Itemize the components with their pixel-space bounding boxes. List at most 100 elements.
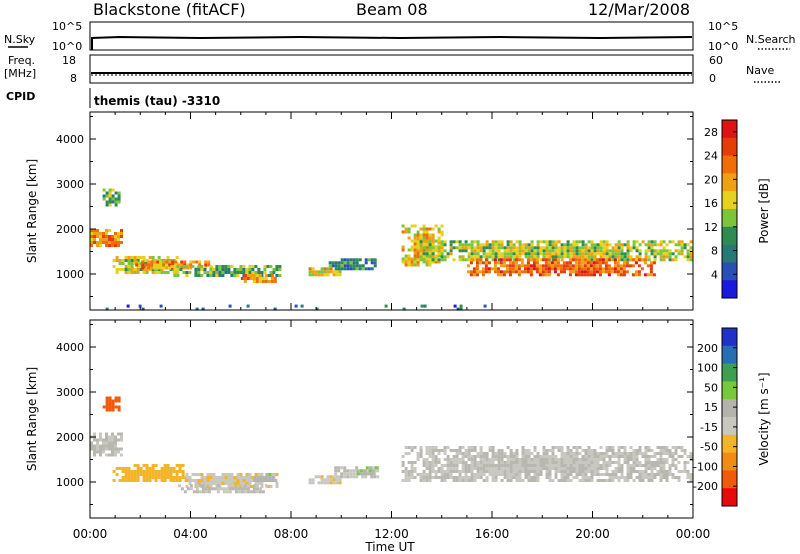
power-x-ticks	[89, 112, 694, 310]
colorbar-swatch	[722, 381, 737, 400]
noise-strip-frame	[89, 21, 694, 51]
x-tick-label: 08:00	[274, 527, 309, 541]
velocity-scatter-region	[102, 396, 121, 412]
colorbar-tick-label: -200	[693, 480, 718, 493]
colorbar-swatch	[722, 345, 737, 365]
colorbar-tick-label: -50	[700, 441, 718, 454]
colorbar-swatch	[722, 209, 737, 228]
colorbar-swatch	[722, 399, 737, 418]
cpid-value: themis (tau) -3310	[94, 94, 220, 108]
power-scatter-region	[466, 258, 656, 277]
velocity-scatter-region	[356, 466, 378, 476]
colorbar-swatch	[722, 363, 737, 382]
velocity-panel-frame	[89, 319, 694, 519]
cpid-label: CPID	[6, 90, 35, 103]
noise-tick-left-bottom: 10^0	[52, 40, 82, 53]
y-tick-label: 1000	[56, 476, 84, 489]
colorbar-tick-label: 8	[711, 245, 718, 258]
y-tick-label: 3000	[56, 178, 84, 191]
colorbar-swatch	[722, 328, 737, 347]
x-tick-label: 20:00	[575, 527, 610, 541]
power-data-layer	[90, 188, 693, 311]
y-tick-label: 2000	[56, 431, 84, 444]
nave-tick-bottom: 0	[709, 72, 716, 85]
y-tick-label: 4000	[56, 133, 84, 146]
colorbar-tick-label: 12	[704, 221, 718, 234]
colorbar-tick-label: -15	[700, 421, 718, 434]
time-axis-labels: 00:00 04:00 08:00 12:00 16:00 20:00 00:00	[73, 527, 711, 541]
y-tick-label: 4000	[56, 341, 84, 354]
y-tick-label: 2000	[56, 223, 84, 236]
velocity-ylabel: Slant Range [km]	[25, 367, 39, 471]
colorbar-swatch	[722, 226, 737, 246]
time-axis-title: Time UT	[364, 540, 415, 554]
colorbar-swatch	[722, 244, 737, 263]
freq-unit-label: [MHz]	[4, 67, 36, 80]
velocity-colorbar: 200 100 50 15 -15 -50 -100 -200	[693, 327, 738, 507]
x-tick-label: 12:00	[374, 527, 409, 541]
velocity-scatter-region	[90, 432, 123, 457]
noise-strip: 10^5 10^0 10^5 10^0 N.Sky N.Search	[4, 20, 796, 53]
noise-tick-right-top: 10^5	[708, 20, 738, 33]
colorbar-tick-label: 100	[697, 362, 718, 375]
colorbar-swatch	[722, 417, 737, 436]
power-ylabel: Slant Range [km]	[25, 159, 39, 263]
colorbar-tick-label: 4	[711, 268, 718, 281]
power-scatter-region	[308, 267, 342, 277]
power-colorbar-label: Power [dB]	[757, 178, 771, 243]
velocity-scatter-region	[401, 446, 693, 482]
colorbar-swatch	[722, 262, 737, 281]
colorbar-swatch	[722, 434, 737, 454]
power-scatter-region	[105, 304, 487, 311]
power-scatter-region	[90, 229, 123, 247]
velocity-x-ticks	[89, 320, 694, 518]
colorbar-swatch	[722, 191, 737, 210]
power-scatter-region	[416, 240, 693, 262]
velocity-scatter-region	[112, 464, 188, 482]
colorbar-tick-label: -100	[693, 460, 718, 473]
colorbar-swatch	[722, 120, 737, 139]
power-panel: 1000 2000 3000 4000 Slant Range [km] 4 8 12 16…	[25, 111, 771, 311]
x-tick-label: 00:00	[676, 527, 711, 541]
colorbar-tick-label: 28	[704, 126, 718, 139]
nsearch-label: N.Search	[746, 33, 796, 46]
velocity-scatter-region	[308, 475, 342, 485]
colorbar-swatch	[722, 452, 737, 471]
velocity-data-layer	[90, 396, 693, 494]
header-date: 12/Mar/2008	[588, 0, 691, 19]
power-panel-frame	[89, 111, 694, 311]
x-tick-label: 04:00	[173, 527, 208, 541]
colorbar-tick-label: 200	[697, 342, 718, 355]
noise-tick-left-top: 10^5	[52, 20, 82, 33]
y-tick-label: 1000	[56, 268, 84, 281]
velocity-colorbar-label: Velocity [m s⁻¹]	[757, 372, 771, 465]
noise-sky-line	[90, 35, 693, 40]
colorbar-swatch	[722, 488, 737, 507]
y-tick-label: 3000	[56, 386, 84, 399]
colorbar-swatch	[722, 280, 737, 299]
freq-strip-frame	[89, 54, 694, 84]
colorbar-swatch	[722, 137, 737, 157]
velocity-y-axis: 1000 2000 3000 4000	[56, 324, 693, 505]
power-scatter-region	[170, 265, 282, 277]
colorbar-tick-label: 24	[704, 150, 718, 163]
velocity-scatter-region	[253, 473, 278, 482]
colorbar-tick-label: 16	[704, 197, 718, 210]
x-tick-label: 00:00	[73, 527, 108, 541]
colorbar-swatch	[722, 155, 737, 174]
freq-tick-top: 18	[62, 54, 76, 67]
colorbar-tick-label: 15	[704, 401, 718, 414]
header-beam: Beam 08	[356, 0, 428, 19]
x-tick-label: 16:00	[475, 527, 510, 541]
colorbar-swatch	[722, 470, 737, 489]
freq-tick-bottom: 8	[70, 72, 77, 85]
power-scatter-region	[240, 274, 277, 283]
noise-tick-right-bottom: 10^0	[708, 40, 738, 53]
nave-tick-top: 60	[709, 54, 723, 67]
power-y-axis: 1000 2000 3000 4000	[56, 116, 693, 297]
power-colorbar: 4 8 12 16 20 24 28	[704, 119, 738, 299]
nave-label: Nave	[746, 64, 774, 77]
colorbar-tick-label: 20	[704, 173, 718, 186]
colorbar-swatch	[722, 173, 737, 192]
freq-label: Freq.	[8, 54, 35, 67]
